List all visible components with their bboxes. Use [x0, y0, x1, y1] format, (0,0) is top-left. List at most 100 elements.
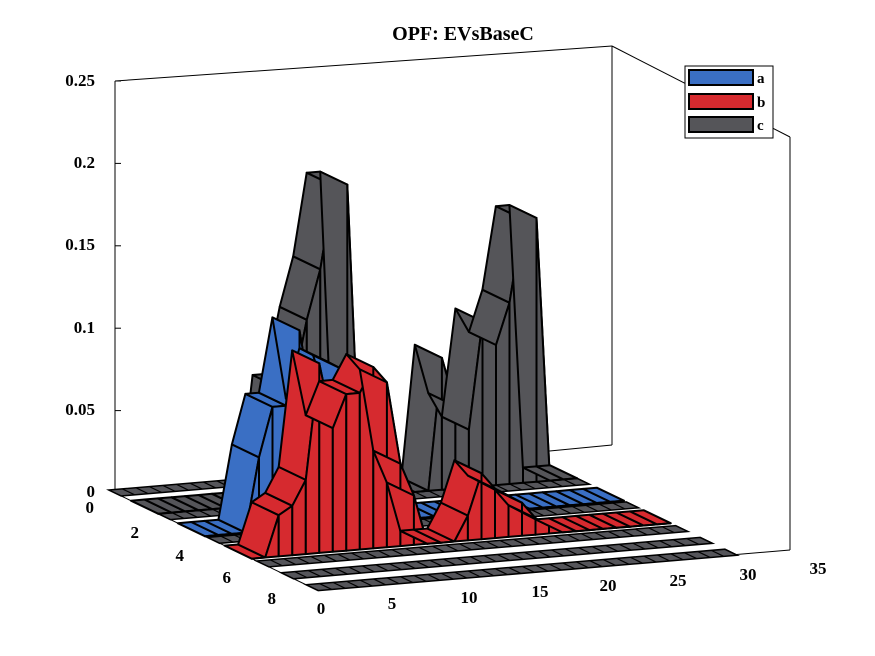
floor-grid-line — [283, 558, 297, 566]
floor-grid-line — [220, 535, 234, 543]
z-tick-label: 0.2 — [74, 153, 95, 172]
floor-grid-line — [618, 543, 632, 551]
floor-grid-line — [576, 477, 590, 485]
floor-grid-line — [521, 565, 535, 573]
ribbon-side-b — [602, 526, 618, 530]
ribbon-side-b — [656, 522, 672, 526]
floor-grid-line — [548, 563, 562, 571]
floor-grid-line — [643, 555, 657, 563]
floor-grid-line — [648, 527, 662, 535]
floor-grid-line — [580, 533, 594, 541]
floor-grid-line — [616, 557, 630, 565]
ribbon-side-b — [426, 541, 442, 545]
floor-grid-line — [373, 578, 387, 586]
floor-grid-line — [418, 546, 432, 554]
floor-grid-line — [612, 502, 626, 510]
floor-grid-line — [198, 509, 212, 517]
floor-grid-line — [400, 576, 414, 584]
floor-grid-line — [350, 552, 364, 560]
floor-grid-line — [711, 549, 724, 557]
floor-grid-line — [440, 572, 454, 580]
ribbons — [130, 170, 672, 560]
floor-grid-line — [585, 504, 599, 512]
floor-grid-line — [427, 573, 441, 581]
floor-grid-line — [162, 484, 176, 492]
x-tick-label: 20 — [600, 576, 617, 595]
floor-grid-line — [632, 542, 646, 550]
legend-label-a: a — [757, 71, 765, 87]
floor-grid-line — [522, 482, 536, 490]
z-tick-label: 0.15 — [65, 235, 95, 254]
floor-grid-line — [203, 481, 217, 489]
floor-grid-line — [332, 581, 346, 589]
floor-grid-line — [470, 556, 484, 564]
floor-grid-line — [591, 546, 605, 554]
floor-grid-line — [108, 489, 122, 497]
floor-grid-line — [531, 509, 545, 517]
floor-grid-line — [699, 536, 713, 544]
floor-grid-line — [684, 552, 697, 560]
ribbon-side-a — [595, 500, 612, 504]
floor-grid-line — [472, 542, 486, 550]
floor-grid-line — [337, 553, 351, 561]
ribbon-side-b — [250, 556, 267, 560]
ribbon-side-b — [615, 525, 632, 529]
floor-grid-line — [510, 552, 524, 560]
floor-grid-line — [269, 559, 283, 567]
floor-grid-line — [697, 550, 711, 558]
floor-grid-line — [416, 560, 430, 568]
floor-grid-line — [346, 580, 360, 588]
floor-grid-line — [414, 491, 428, 499]
chart-title: OPF: EVsBaseC — [392, 23, 534, 45]
floor-grid-line — [486, 541, 499, 549]
floor-grid-line — [323, 554, 337, 562]
y-tick-label: 2 — [131, 523, 140, 542]
ribbon-side-c — [413, 489, 430, 493]
z-tick-label: 0.1 — [74, 318, 95, 337]
ribbon-side-a — [528, 506, 544, 510]
ribbon-side-a — [555, 504, 571, 508]
floor-grid-line — [362, 565, 375, 573]
floor-grid-line — [389, 563, 402, 571]
z-tick-label: 0.05 — [65, 400, 95, 419]
x-tick-label: 15 — [532, 582, 549, 601]
floor-grid-line — [629, 556, 643, 564]
floor-grid-line — [494, 568, 508, 576]
floor-grid-line — [456, 557, 470, 565]
floor-grid-line — [572, 505, 585, 513]
ribbon-side-c — [184, 509, 200, 513]
floor-grid-line — [481, 569, 495, 577]
floor-grid-line — [567, 534, 581, 542]
floor-grid-line — [378, 550, 391, 558]
floor-grid-line — [122, 488, 135, 496]
floor-grid-line — [296, 557, 310, 565]
ribbon-side-a — [217, 532, 233, 536]
floor-grid-line — [675, 525, 689, 533]
ribbon-side-c — [535, 217, 551, 483]
floor-grid-line — [562, 562, 576, 570]
ribbon-side-c — [157, 511, 173, 515]
floor-grid-line — [413, 574, 427, 582]
legend-swatch-b — [688, 93, 754, 110]
floor-grid-line — [256, 560, 270, 568]
ribbon-side-c — [549, 478, 565, 482]
floor-grid-line — [659, 540, 673, 548]
floor-grid-line — [497, 554, 511, 562]
y-tick-label: 4 — [176, 546, 185, 565]
floor-grid-line — [558, 507, 572, 515]
floor-grid-line — [686, 538, 700, 546]
x-tick-label: 5 — [388, 594, 397, 613]
floor-grid-line — [184, 510, 198, 518]
floor-grid-line — [626, 501, 639, 509]
floor-grid-line — [459, 543, 472, 551]
floor-grid-line — [513, 538, 526, 546]
legend-label-c: c — [757, 118, 764, 134]
floor-grid-line — [657, 554, 670, 562]
floor-grid-line — [135, 487, 149, 495]
floor-grid-line — [308, 570, 321, 578]
floor-grid-line — [428, 490, 441, 498]
floor-grid-line — [171, 512, 185, 520]
floor-grid-line — [564, 548, 578, 556]
legend-label-b: b — [757, 95, 765, 111]
